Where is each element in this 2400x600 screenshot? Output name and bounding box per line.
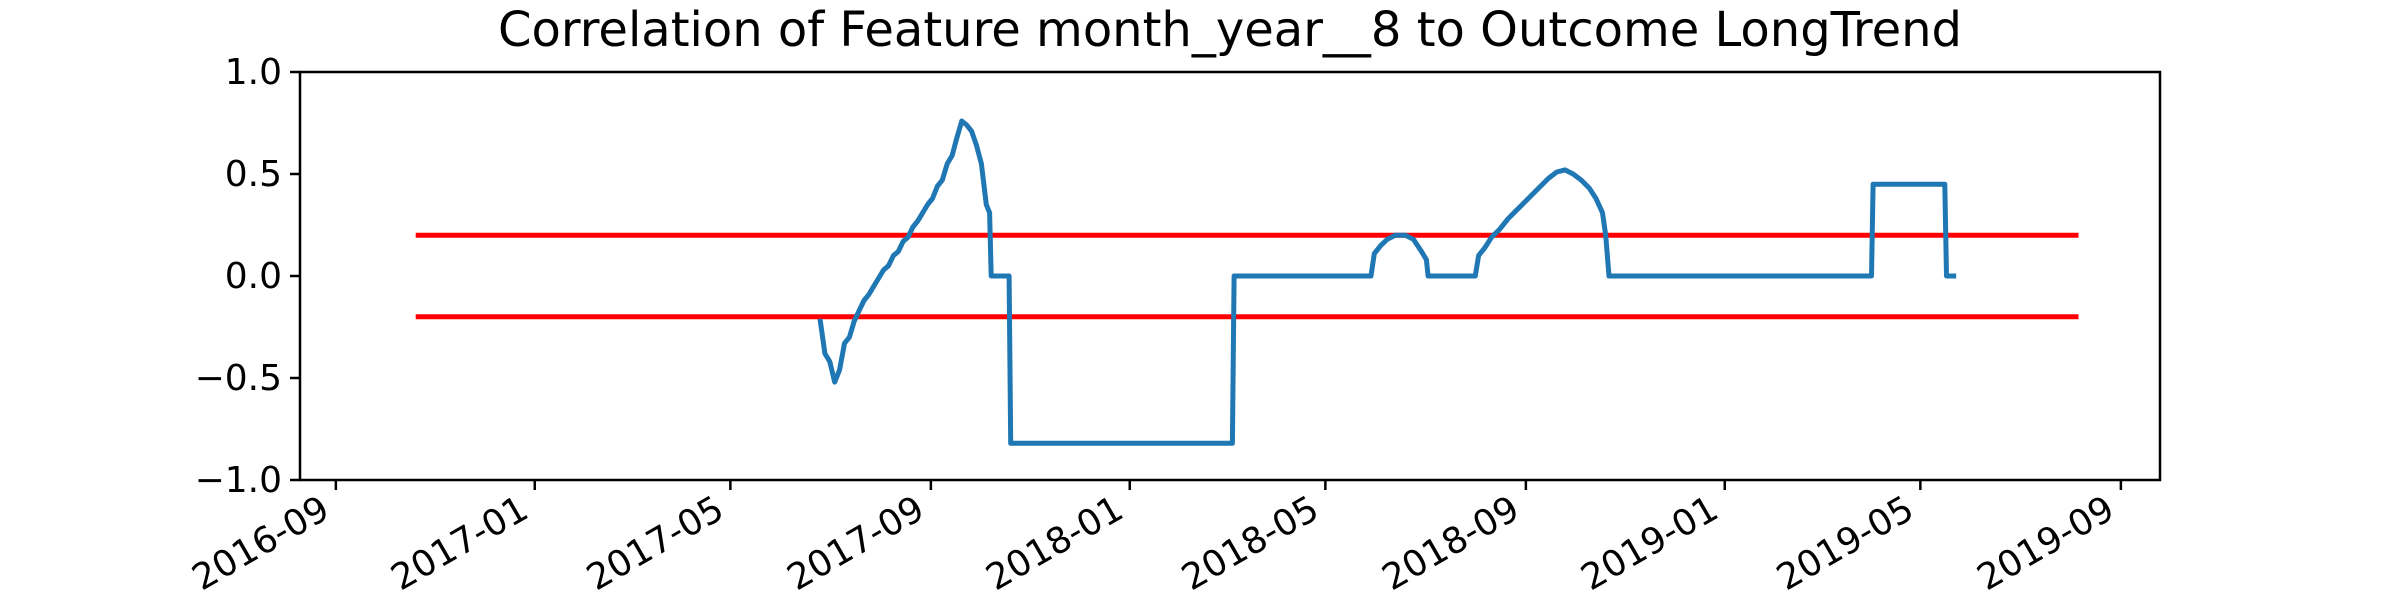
series-layer bbox=[415, 118, 2079, 446]
x-tick-label: 2016-09 bbox=[186, 488, 337, 599]
y-tick-label: 0.5 bbox=[225, 154, 282, 195]
x-tick-label: 2017-09 bbox=[781, 488, 932, 599]
y-tick-label: 0.0 bbox=[225, 256, 282, 297]
x-tick-label: 2018-05 bbox=[1175, 488, 1326, 599]
plot-area-frame bbox=[298, 70, 2162, 482]
correlation-series-line bbox=[817, 118, 1957, 446]
x-tick-label: 2019-05 bbox=[1770, 488, 1921, 599]
x-axis: 2016-09 2017-01 2017-05 2017-09 2018-01 2018-… bbox=[186, 480, 2123, 599]
x-tick-label: 2019-01 bbox=[1574, 488, 1725, 599]
x-tick-label: 2017-05 bbox=[580, 488, 731, 599]
x-tick-label: 2018-09 bbox=[1376, 488, 1527, 599]
y-tick-label: −0.5 bbox=[195, 358, 282, 399]
y-tick-label: 1.0 bbox=[225, 52, 282, 93]
y-axis: 1.0 0.5 0.0 −0.5 −1.0 bbox=[195, 52, 300, 501]
x-tick-label: 2017-01 bbox=[384, 488, 535, 599]
y-tick-label: −1.0 bbox=[195, 460, 282, 501]
chart-title: Correlation of Feature month_year__8 to … bbox=[498, 2, 1962, 58]
x-tick-label: 2018-01 bbox=[979, 488, 1130, 599]
x-tick-label: 2019-09 bbox=[1971, 488, 2122, 599]
